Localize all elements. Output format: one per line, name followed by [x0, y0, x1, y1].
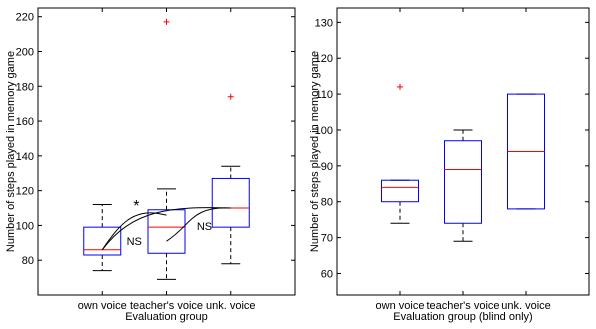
chart-panel-2: 60 70 80 90 100 110 120 130 own voice teacher's v…	[309, 7, 590, 323]
box-1	[83, 204, 122, 272]
x-category-label: teacher's voice	[426, 300, 499, 312]
significance-connector	[166, 207, 231, 242]
y-axis-label: Number of steps played in memory game	[309, 51, 321, 252]
outlier-marker	[163, 18, 170, 25]
x-category-label: own voice	[376, 300, 425, 312]
y-tick-label: 160	[16, 116, 34, 128]
x-category-label: teacher's voice	[130, 300, 203, 312]
x-axis-label: Evaluation group	[125, 311, 208, 323]
y-axis-label: Number of steps played in memory game	[5, 51, 17, 252]
significance-label: NS	[197, 221, 212, 233]
box-body	[444, 140, 482, 224]
y-tick-label: 130	[315, 17, 333, 29]
box-3	[211, 93, 250, 265]
y-tick-label: 200	[16, 46, 34, 58]
significance-connector	[101, 212, 167, 251]
plot-frame	[336, 7, 590, 296]
box-body	[83, 226, 122, 256]
outlier-marker	[227, 93, 234, 100]
box-body	[381, 179, 419, 203]
box-2	[147, 18, 186, 280]
significance-connector	[101, 207, 231, 251]
y-tick-label: 90	[321, 161, 333, 173]
box-body	[147, 209, 186, 254]
x-category-label: unk. voice	[206, 300, 256, 312]
box-3	[507, 93, 545, 210]
x-category-label: unk. voice	[501, 300, 551, 312]
y-tick-label: 60	[321, 268, 333, 280]
y-tick-label: 70	[321, 233, 333, 245]
chart-panel-1: 80 100 120 140 160 180 200 220 own voice teacher'…	[5, 7, 296, 323]
box-1	[381, 83, 419, 224]
plot-frame	[37, 7, 296, 296]
y-tick-label: 180	[16, 81, 34, 93]
y-tick-label: 80	[22, 255, 34, 267]
y-tick-label: 120	[315, 53, 333, 65]
significance-label: NS	[127, 236, 142, 248]
box-2	[444, 129, 482, 242]
significance-label: *	[133, 198, 139, 215]
y-tick-label: 100	[16, 220, 34, 232]
y-tick-label: 220	[16, 12, 34, 24]
y-tick-label: 140	[16, 151, 34, 163]
y-tick-label: 110	[315, 89, 333, 101]
y-tick-label: 120	[16, 186, 34, 198]
x-category-label: own voice	[78, 300, 127, 312]
outlier-marker	[397, 83, 403, 90]
y-tick-label: 80	[321, 197, 333, 209]
y-tick-label: 100	[315, 125, 333, 137]
box-body	[211, 177, 250, 228]
x-axis-label: Evaluation group (blind only)	[393, 311, 532, 323]
